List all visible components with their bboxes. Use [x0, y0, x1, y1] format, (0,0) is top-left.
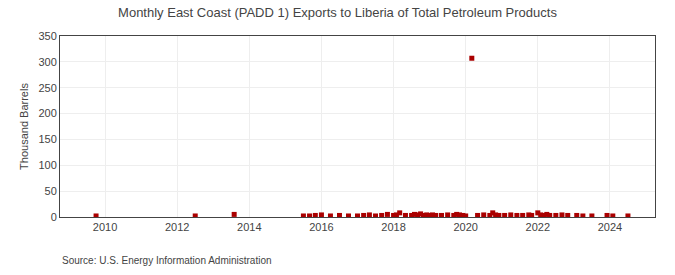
svg-text:Thousand Barrels: Thousand Barrels	[18, 83, 30, 170]
svg-text:200: 200	[38, 107, 56, 119]
svg-text:2016: 2016	[309, 221, 333, 233]
svg-text:2018: 2018	[381, 221, 405, 233]
svg-text:2014: 2014	[237, 221, 261, 233]
svg-text:250: 250	[38, 82, 56, 94]
svg-text:2012: 2012	[165, 221, 189, 233]
svg-text:2022: 2022	[526, 221, 550, 233]
svg-text:2024: 2024	[598, 221, 622, 233]
svg-text:300: 300	[38, 56, 56, 68]
svg-text:Source: U.S. Energy Informatio: Source: U.S. Energy Information Administ…	[62, 255, 272, 266]
svg-text:Monthly East Coast (PADD 1) Ex: Monthly East Coast (PADD 1) Exports to L…	[118, 5, 557, 20]
svg-text:2010: 2010	[93, 221, 117, 233]
svg-text:2020: 2020	[453, 221, 477, 233]
svg-text:0: 0	[51, 211, 57, 223]
svg-text:100: 100	[38, 159, 56, 171]
svg-text:50: 50	[45, 185, 57, 197]
svg-text:350: 350	[38, 30, 56, 42]
svg-text:150: 150	[38, 133, 56, 145]
